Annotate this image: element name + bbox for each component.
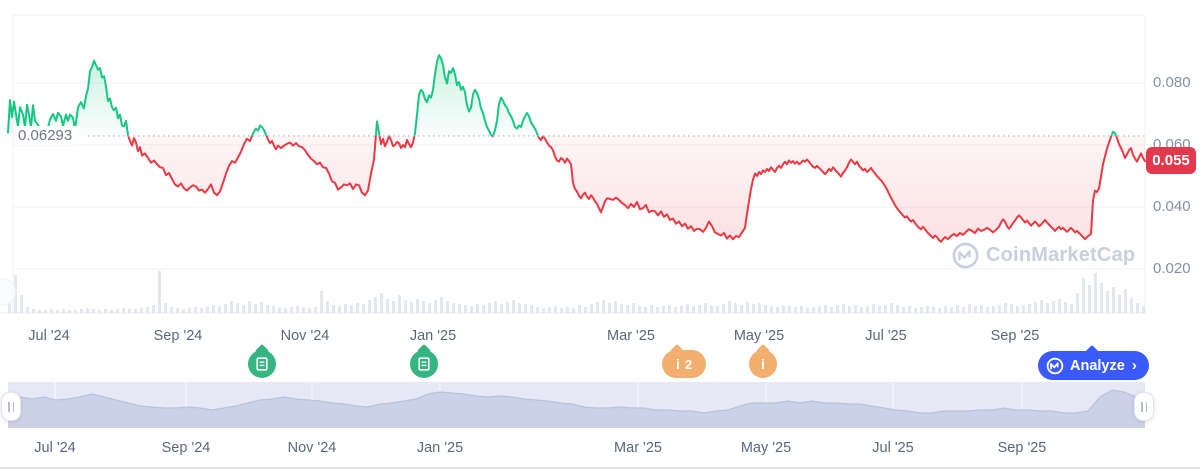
info-icon: i [761, 356, 765, 372]
coinmarketcap-logo-icon [952, 242, 979, 269]
x-axis-label: Nov '24 [280, 328, 330, 344]
x-axis-label: Jul '24 [28, 328, 70, 344]
x-axis-label: Jan '25 [409, 328, 457, 344]
current-price-badge: 0.055 [1146, 147, 1196, 174]
navigator-x-axis-label: May '25 [740, 440, 792, 456]
news-event-marker[interactable] [410, 343, 438, 378]
navigator-x-axis-label: Jan '25 [416, 440, 464, 456]
navigator-x-axis-label: Jul '24 [34, 440, 76, 456]
analyze-button-label: Analyze [1070, 357, 1125, 374]
x-axis-label: Jul '25 [865, 328, 907, 344]
price-line [7, 54, 1146, 243]
navigator-x-axis-label: Nov '24 [287, 440, 337, 456]
navigator-left-handle[interactable] [1, 392, 21, 421]
coinmarketcap-watermark: CoinMarketCap [952, 242, 1135, 269]
chevron-right-icon: › [1131, 357, 1137, 374]
navigator-x-axis-label: Sep '25 [997, 440, 1047, 456]
event-count-badge: 2 [684, 356, 693, 372]
navigator-x-axis-label: Sep '24 [161, 440, 211, 456]
x-axis-label: Sep '24 [153, 328, 203, 344]
news-event-marker[interactable] [248, 343, 276, 378]
info-event-marker-group[interactable]: i 2 [662, 343, 706, 378]
navigator-x-axis-label: Jul '25 [872, 440, 914, 456]
info-icon: i [675, 356, 680, 372]
x-axis-label: Sep '25 [990, 328, 1040, 344]
info-event-marker[interactable]: i [749, 343, 777, 378]
volume-bars [8, 271, 1145, 313]
baseline-price-label: 0.06293 [16, 126, 79, 145]
analyze-button[interactable]: Analyze › [1038, 344, 1149, 380]
watermark-text: CoinMarketCap [986, 244, 1136, 266]
x-axis-label: Mar '25 [607, 328, 655, 344]
y-axis-label: 0.080 [1153, 74, 1191, 91]
x-axis-label: May '25 [733, 328, 785, 344]
navigator-x-axis-label: Mar '25 [614, 440, 662, 456]
y-axis-label: 0.020 [1153, 260, 1191, 277]
navigator-minimap[interactable] [7, 382, 1145, 428]
document-icon [418, 357, 430, 371]
bottom-divider [0, 467, 1200, 469]
y-axis-label: 0.040 [1153, 198, 1191, 215]
price-area-fill [8, 55, 1145, 242]
document-icon [256, 357, 268, 371]
navigator-right-handle[interactable] [1134, 392, 1154, 421]
coinmarketcap-logo-icon [1046, 357, 1064, 374]
